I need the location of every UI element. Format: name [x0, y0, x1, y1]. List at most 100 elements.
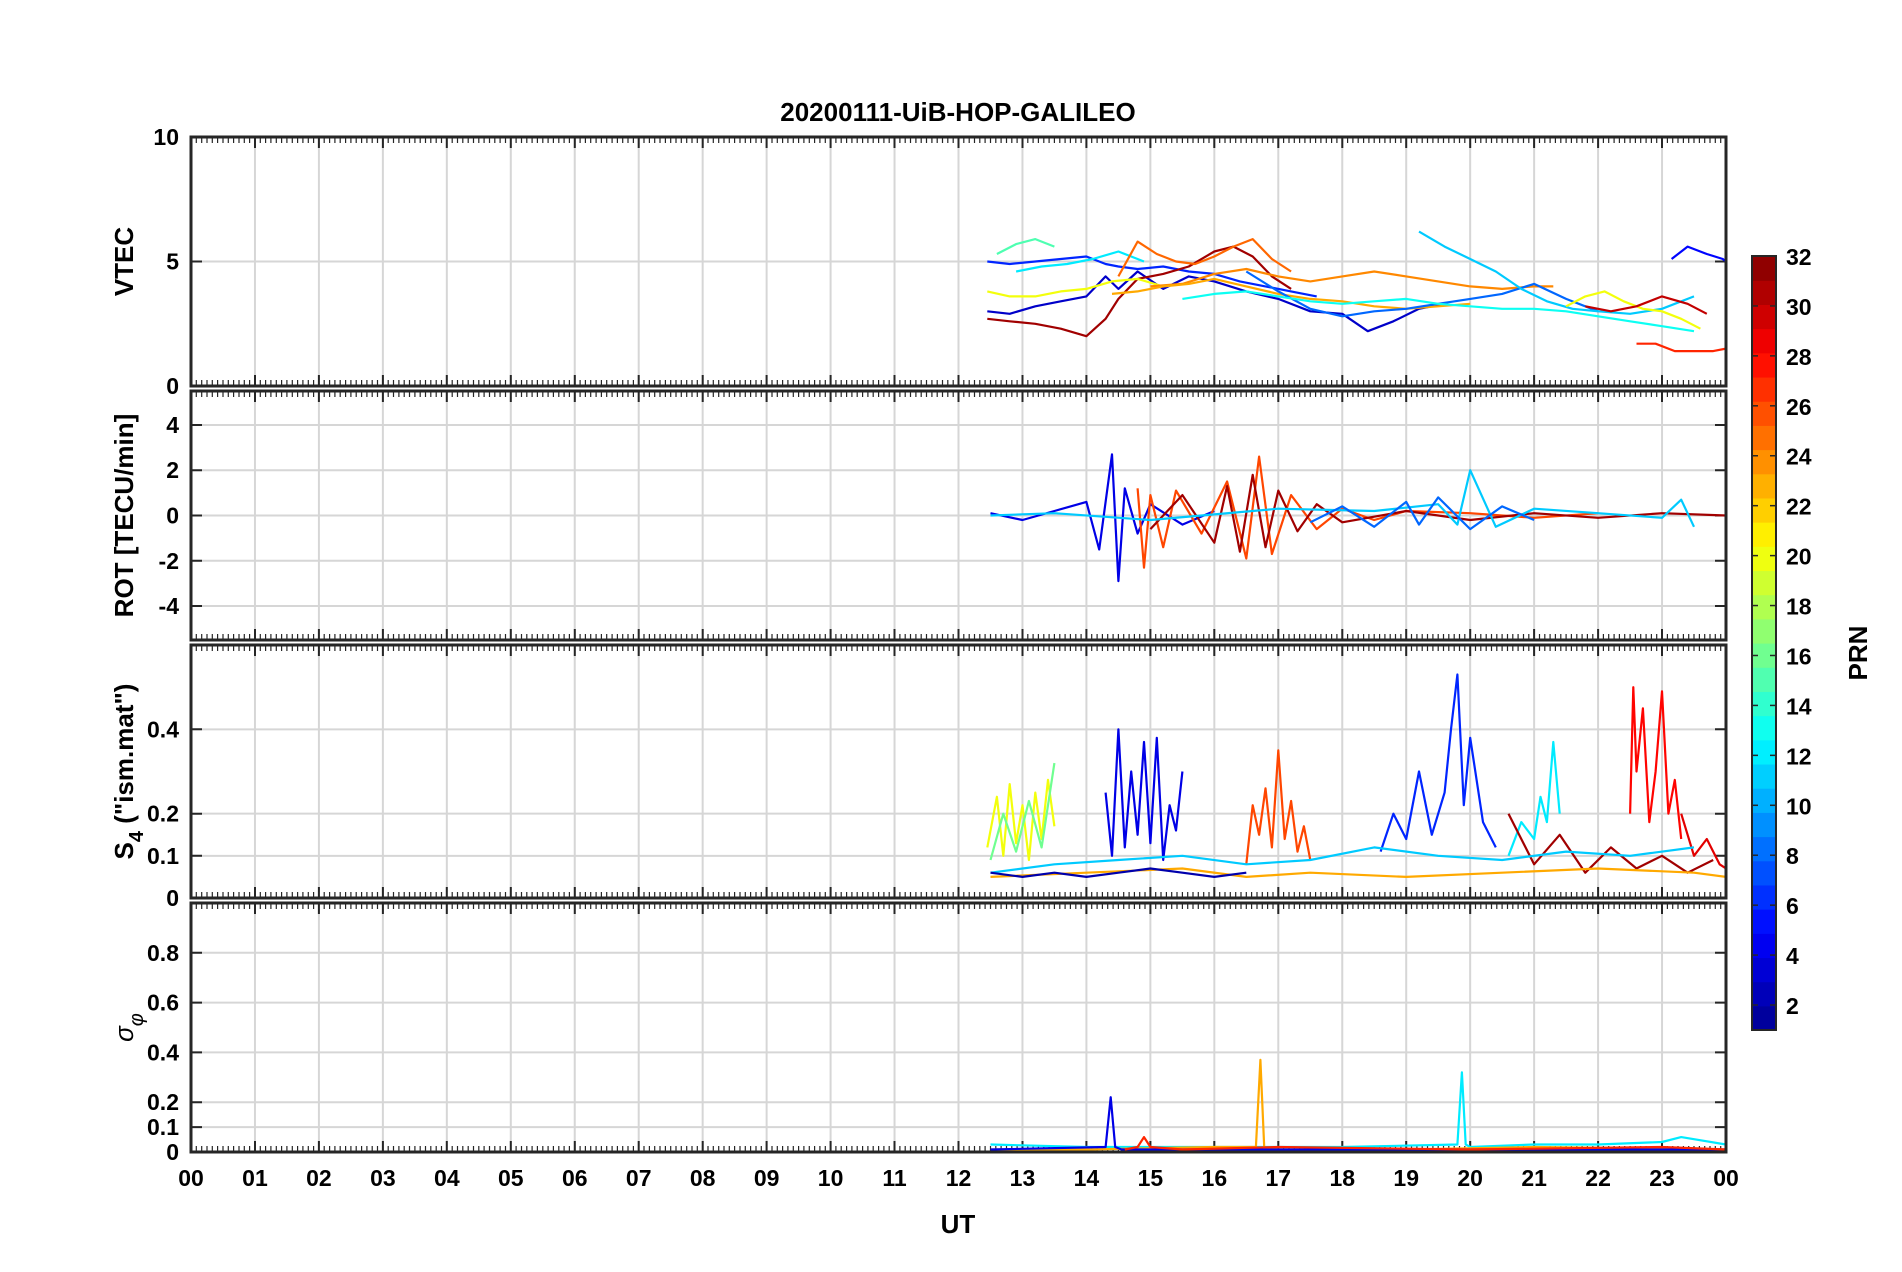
- colorbar-frame: [1751, 255, 1777, 1031]
- x-tick-label: 06: [562, 1165, 588, 1191]
- series-prn-11: [990, 846, 1695, 874]
- colorbar-band: [1752, 304, 1776, 330]
- colorbar-band: [1752, 256, 1776, 281]
- x-tick-label: 00: [1713, 1165, 1739, 1191]
- x-tick-label: 05: [498, 1165, 524, 1191]
- y-tick-label: 0.1: [147, 1114, 179, 1140]
- y-tick-label: -4: [159, 593, 180, 619]
- series-prn-8: [1245, 270, 1599, 318]
- y-axis-label: VTEC: [109, 227, 139, 297]
- series-prn-6: [987, 255, 1317, 298]
- colorbar-tick-label: 4: [1786, 943, 1799, 969]
- x-tick-label: 22: [1585, 1165, 1611, 1191]
- y-tick-label: 0: [166, 503, 179, 529]
- colorbar-tick-label: 12: [1786, 743, 1812, 769]
- series-prn-26: [1136, 455, 1599, 569]
- series-prn-11: [1418, 230, 1695, 315]
- axes-frame: [189, 135, 1728, 388]
- series-prn-11: [990, 469, 1695, 528]
- x-tick-label: 12: [946, 1165, 972, 1191]
- colorbar-band: [1752, 860, 1776, 886]
- colorbar-band: [1752, 425, 1776, 451]
- y-tick-label: 0.2: [147, 801, 179, 827]
- x-tick-label: 03: [370, 1165, 396, 1191]
- colorbar-band: [1752, 522, 1776, 547]
- colorbar-tick-label: 24: [1786, 444, 1812, 470]
- series-prn-24: [1150, 267, 1554, 290]
- y-tick-label: 4: [166, 412, 179, 438]
- colorbar-band: [1752, 473, 1776, 499]
- x-tick-label: 01: [242, 1165, 268, 1191]
- panel-rot: -4 -2 0 2 4 ROT [TECU/min]: [109, 389, 1728, 642]
- series-group: [990, 453, 1726, 583]
- colorbar-band: [1752, 1005, 1776, 1031]
- panel-s4: 0 0.1 0.2 0.4S4 ("ism.mat"): [109, 643, 1728, 911]
- axes-frame: [189, 643, 1728, 900]
- colorbar-tick-label: 2: [1786, 993, 1799, 1019]
- y-tick-label: 0.1: [147, 843, 179, 869]
- series-prn-12: [1507, 740, 1561, 857]
- series-group: [990, 1058, 1726, 1151]
- series-prn-4: [990, 1096, 1726, 1151]
- colorbar-band: [1752, 401, 1776, 426]
- colorbar-band: [1752, 667, 1776, 692]
- colorbar-band: [1752, 739, 1776, 765]
- x-tick-label: 13: [1010, 1165, 1036, 1191]
- colorbar-band: [1752, 497, 1776, 523]
- x-tick-label: 20: [1457, 1165, 1483, 1191]
- y-tick-label: 10: [153, 124, 179, 150]
- series-prn-20: [987, 277, 1164, 298]
- colorbar-tick-label: 28: [1786, 344, 1812, 370]
- colorbar-tick-label: 16: [1786, 643, 1812, 669]
- y-axis-label: S4 ("ism.mat"): [109, 684, 148, 860]
- panel-sigma-phi: 00.10.2 0.4 0.6 0.8 σφ: [109, 901, 1728, 1165]
- colorbar-band: [1752, 280, 1776, 305]
- colorbar-band: [1752, 570, 1776, 596]
- y-tick-label: 0.8: [147, 940, 179, 966]
- x-tick-label: 21: [1521, 1165, 1547, 1191]
- x-tick-label: 18: [1329, 1165, 1355, 1191]
- series-prn-29: [1680, 813, 1726, 870]
- series-prn-20: [986, 778, 1056, 862]
- y-axis-label: σφ: [109, 1013, 148, 1042]
- x-axis-label: UT: [941, 1209, 976, 1239]
- series-prn-6: [1379, 673, 1497, 852]
- series-group: [987, 230, 1726, 353]
- x-tick-label: 17: [1265, 1165, 1291, 1191]
- series-prn-23: [990, 1058, 1726, 1151]
- series-prn-13: [1182, 290, 1695, 333]
- x-tick-label: 16: [1202, 1165, 1228, 1191]
- series-prn-26: [1245, 749, 1312, 865]
- series-prn-12: [990, 1071, 1726, 1149]
- series-prn-12: [1015, 250, 1145, 273]
- y-tick-label: 0.6: [147, 990, 179, 1016]
- y-tick-label: -2: [159, 548, 179, 574]
- y-tick-label: 0: [166, 885, 179, 911]
- x-tick-label: 23: [1649, 1165, 1675, 1191]
- colorbar-tick-label: 18: [1786, 594, 1812, 620]
- chart-title: 20200111-UiB-HOP-GALILEO: [780, 97, 1135, 127]
- colorbar-band: [1752, 933, 1776, 959]
- series-prn-5: [1670, 245, 1726, 263]
- series-prn-28: [1629, 686, 1683, 840]
- axes-frame: [189, 389, 1728, 642]
- colorbar-band: [1752, 449, 1776, 475]
- series-prn-31: [1149, 473, 1726, 553]
- colorbar-band: [1752, 618, 1776, 644]
- x-tick-label: 15: [1138, 1165, 1164, 1191]
- colorbar-tick-label: 20: [1786, 544, 1812, 570]
- y-tick-label: 0.4: [147, 1039, 179, 1065]
- colorbar-band: [1752, 763, 1776, 789]
- series-prn-31: [1507, 813, 1714, 874]
- series-prn-4: [1104, 728, 1184, 862]
- colorbar-band: [1752, 376, 1776, 402]
- y-tick-label: 2: [166, 457, 179, 483]
- axes-frame: [189, 901, 1728, 1154]
- x-tick-label: 00: [178, 1165, 204, 1191]
- y-tick-label: 0.4: [147, 716, 179, 742]
- colorbar-label: PRN: [1843, 626, 1873, 681]
- y-axis-label: ROT [TECU/min]: [109, 414, 139, 618]
